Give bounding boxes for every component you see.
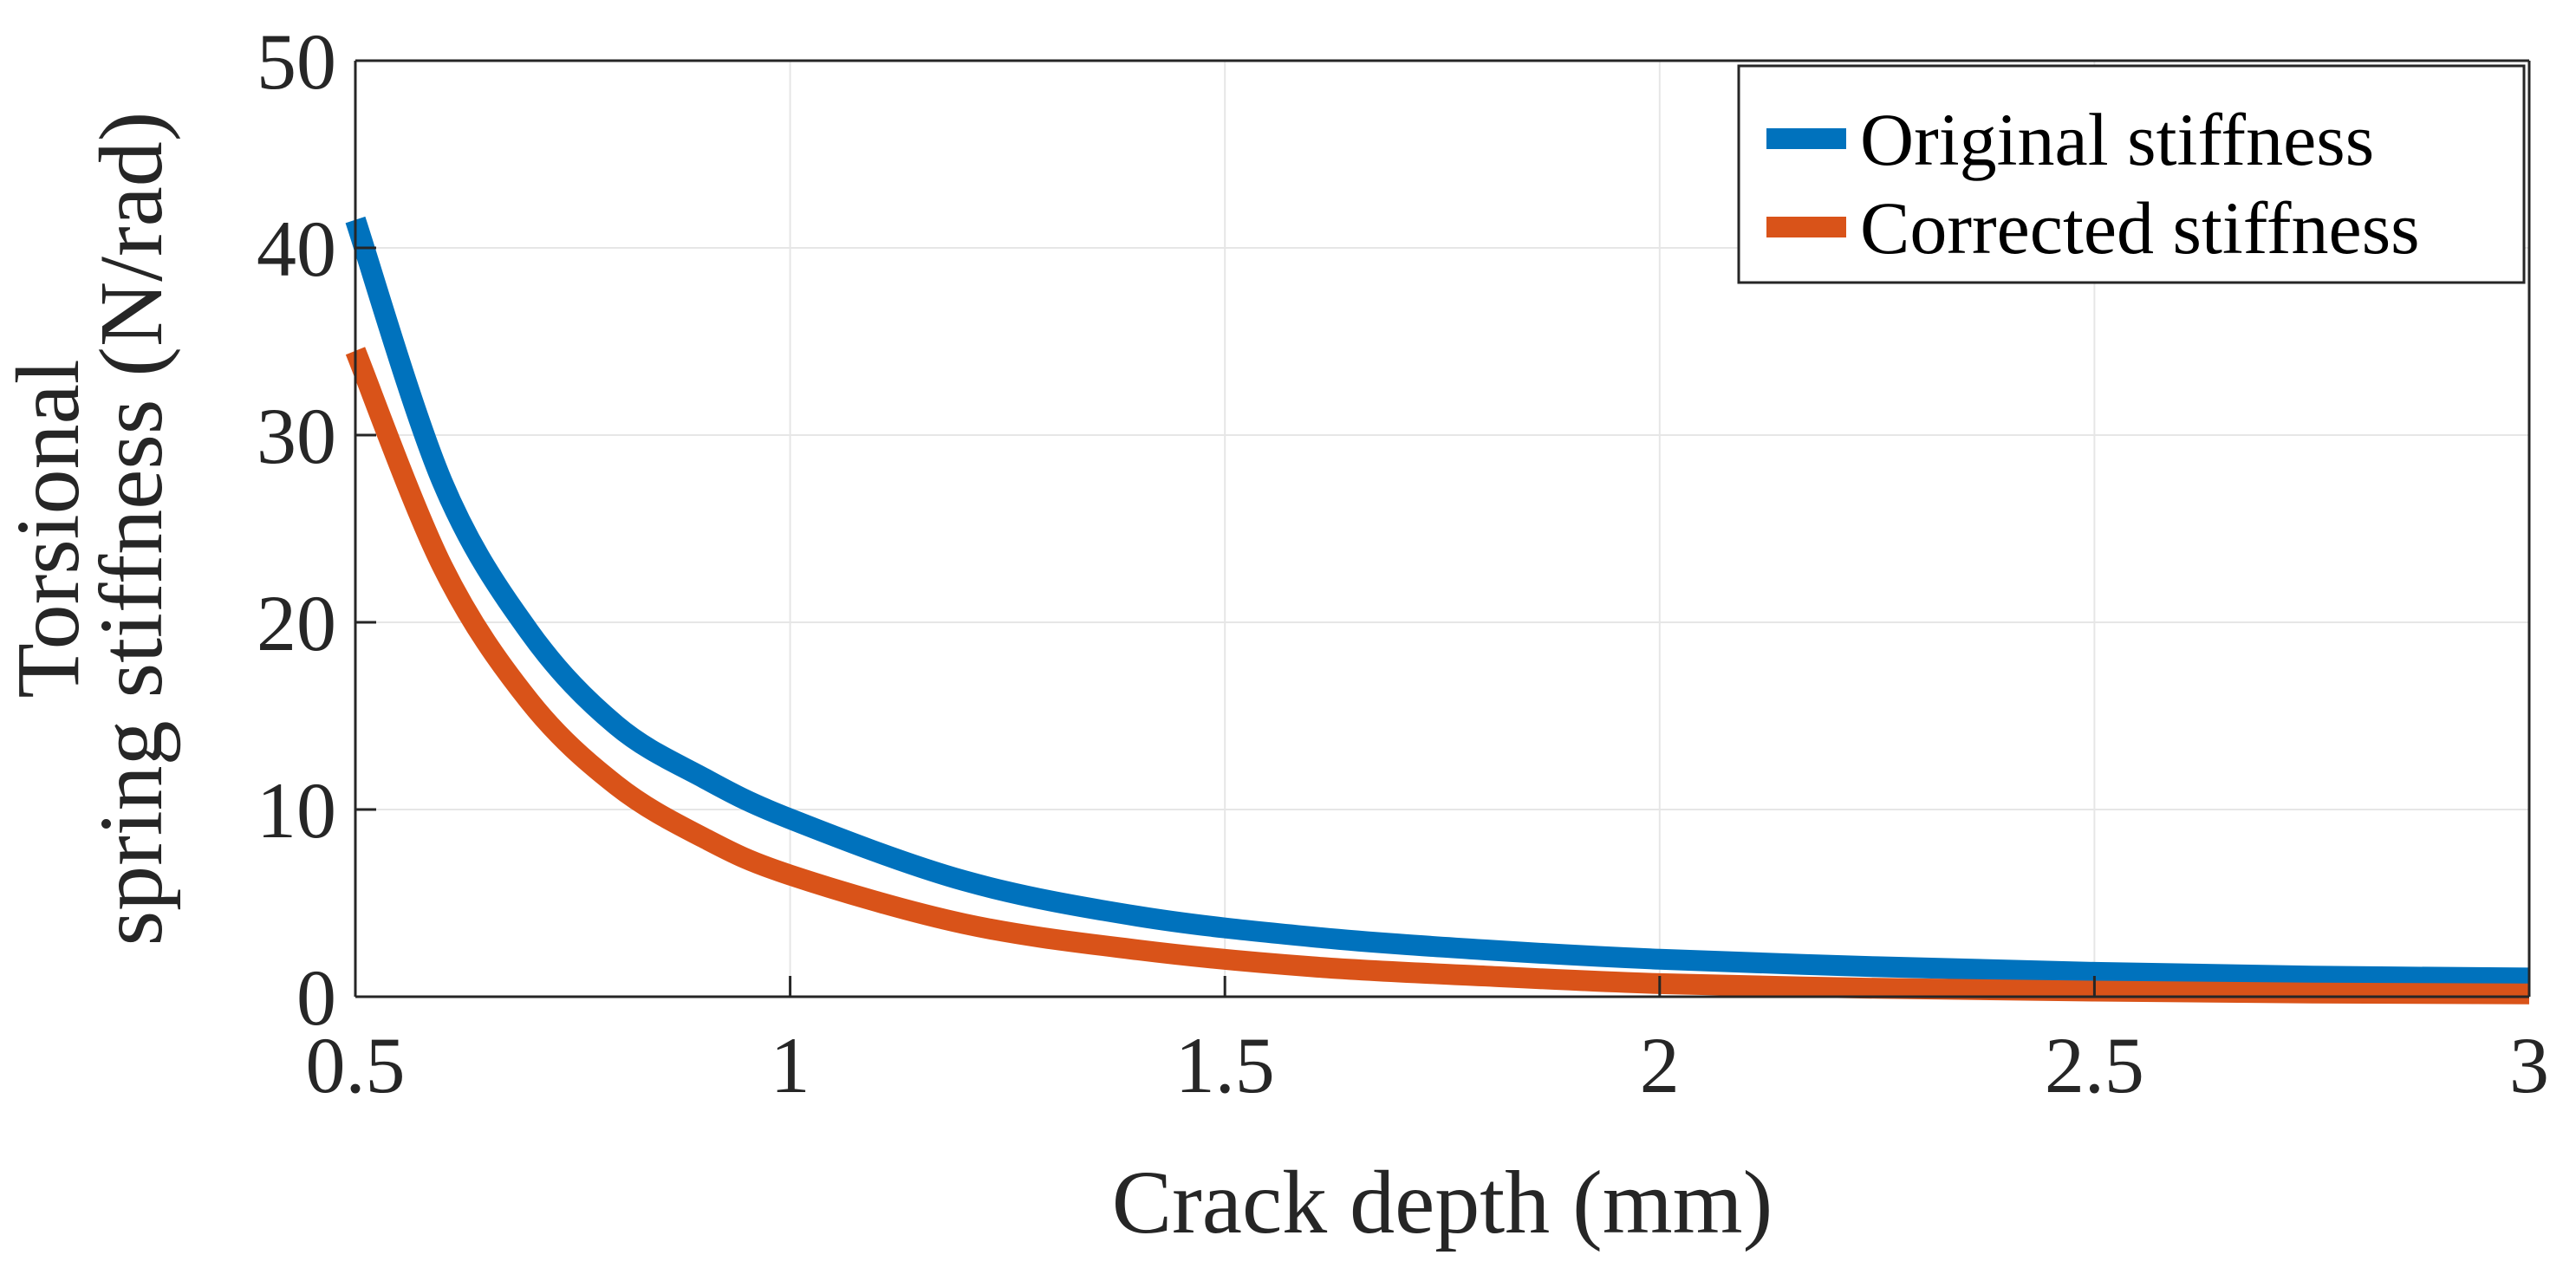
legend-label-corrected: Corrected stiffness [1860,186,2420,270]
legend-label-original: Original stiffness [1860,98,2374,181]
x-tick-label: 2.5 [2045,1021,2144,1109]
y-tick-label: 40 [257,205,336,293]
x-tick-label: 2 [1640,1021,1680,1109]
x-axis-title: Crack depth (mm) [1112,1153,1773,1252]
x-tick-label: 3 [2509,1021,2549,1109]
y-tick-label: 50 [257,17,336,106]
x-tick-label: 1 [771,1021,810,1109]
y-tick-label: 30 [257,392,336,480]
y-tick-label: 10 [257,766,336,855]
y-tick-label: 20 [257,579,336,667]
legend: Original stiffness Corrected stiffness [1739,66,2524,283]
y-tick-label: 0 [296,953,336,1042]
y-axis-title-line-2: spring stiffness (N/rad) [81,112,181,946]
x-tick-label: 1.5 [1175,1021,1275,1109]
chart-area: 0.5 1 1.5 2 2.5 301020304050 Crack depth (mm)… [0,0,2576,1281]
